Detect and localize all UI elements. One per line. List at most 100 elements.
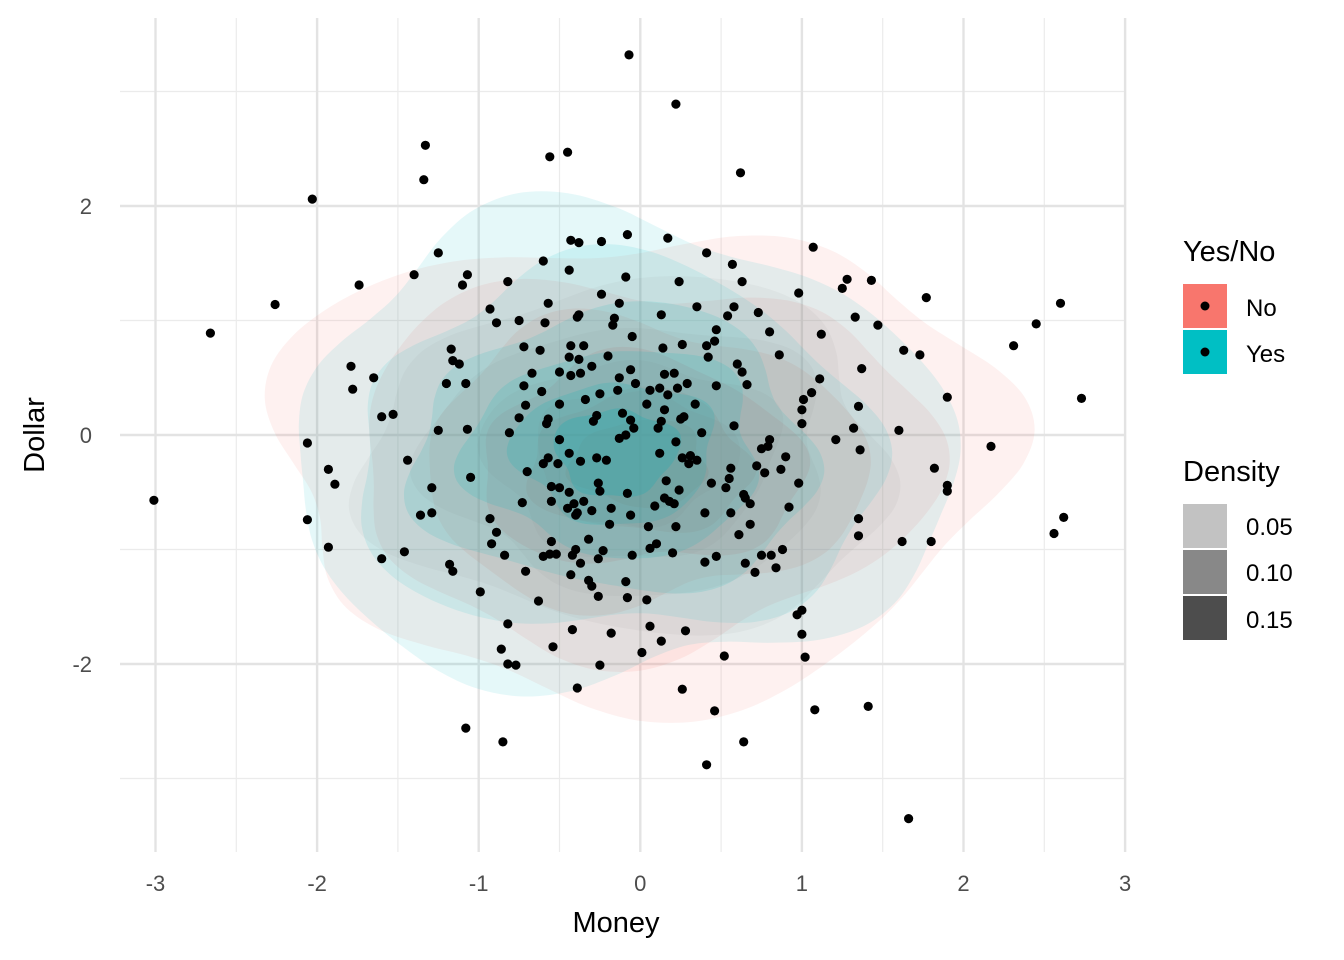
data-point [569, 499, 579, 509]
data-point [855, 445, 865, 455]
data-point [545, 152, 555, 162]
data-point [624, 50, 634, 60]
data-point [588, 416, 599, 426]
data-point [674, 277, 684, 287]
data-point [626, 365, 636, 375]
data-point [595, 389, 605, 399]
data-point [564, 265, 574, 275]
data-point [842, 274, 852, 284]
data-point [566, 570, 576, 580]
data-point [727, 259, 738, 269]
data-point [564, 352, 574, 362]
data-point [724, 473, 734, 484]
data-point [595, 660, 605, 670]
legend-key-density-010 [1183, 550, 1227, 594]
data-point [656, 310, 666, 320]
scatter-points [149, 50, 1087, 824]
data-point [745, 499, 755, 509]
data-point [511, 660, 521, 670]
data-point [645, 543, 655, 554]
data-point [703, 352, 713, 362]
data-point [726, 508, 736, 518]
data-point [592, 453, 602, 463]
legend-label-density-015: 0.15 [1246, 607, 1293, 634]
density-band-yes [298, 191, 961, 697]
legend-entry-no: No [1183, 284, 1277, 328]
data-point [866, 275, 877, 285]
data-point [676, 414, 686, 424]
data-point [627, 331, 637, 342]
data-point [752, 461, 762, 471]
y-axis-ticks: -2 0 2 [72, 194, 92, 677]
data-point [609, 313, 620, 323]
data-point [700, 508, 710, 518]
data-point [756, 444, 767, 454]
data-point [721, 483, 731, 493]
data-point [794, 288, 804, 298]
data-point [626, 415, 636, 425]
data-point [815, 374, 825, 384]
data-point [608, 320, 618, 330]
data-point [543, 298, 553, 308]
data-point [554, 399, 565, 409]
density-band-yes [403, 301, 825, 594]
data-point [554, 435, 565, 445]
data-point [986, 441, 996, 451]
data-point [346, 361, 356, 371]
data-point [457, 280, 468, 290]
data-point [659, 369, 670, 379]
data-point [485, 514, 495, 524]
data-point [433, 425, 443, 435]
data-point [409, 270, 419, 280]
legend-density-title: Density [1183, 456, 1280, 488]
density-band-yes [553, 408, 682, 497]
data-point [441, 378, 451, 389]
data-point [579, 341, 589, 351]
data-point [800, 652, 810, 662]
data-point [710, 706, 720, 716]
data-point [723, 311, 733, 321]
data-point [808, 242, 818, 252]
data-point [797, 629, 807, 639]
data-point [942, 392, 952, 402]
data-point [702, 760, 712, 770]
data-point [837, 283, 847, 293]
data-point [797, 605, 807, 615]
data-point [603, 351, 613, 361]
data-point [915, 350, 925, 360]
data-point [643, 522, 654, 532]
data-point [690, 399, 700, 409]
data-point [538, 256, 548, 266]
density-band-no [264, 235, 1035, 723]
data-point [659, 405, 670, 415]
data-point [427, 508, 437, 518]
data-point [921, 293, 931, 303]
data-point [461, 723, 471, 733]
data-point [596, 289, 607, 299]
legend-entry-density-015: 0.15 [1183, 596, 1293, 640]
data-point [580, 394, 591, 405]
data-point [571, 510, 581, 520]
data-point [593, 591, 603, 602]
data-point [533, 596, 544, 606]
data-point [566, 370, 576, 381]
data-point [737, 367, 747, 377]
data-point [514, 315, 524, 326]
data-point [613, 385, 623, 395]
data-point [551, 549, 561, 559]
data-point [621, 577, 631, 587]
data-point [658, 343, 668, 353]
data-point [593, 554, 603, 564]
data-point [729, 421, 739, 431]
data-point [650, 501, 660, 511]
data-point [1009, 341, 1019, 351]
data-point [445, 559, 455, 570]
data-point [621, 272, 631, 282]
data-point [677, 684, 687, 694]
data-point [682, 378, 692, 389]
data-point [726, 463, 736, 473]
data-point [734, 530, 744, 540]
data-point [807, 388, 817, 398]
data-point [433, 248, 443, 258]
